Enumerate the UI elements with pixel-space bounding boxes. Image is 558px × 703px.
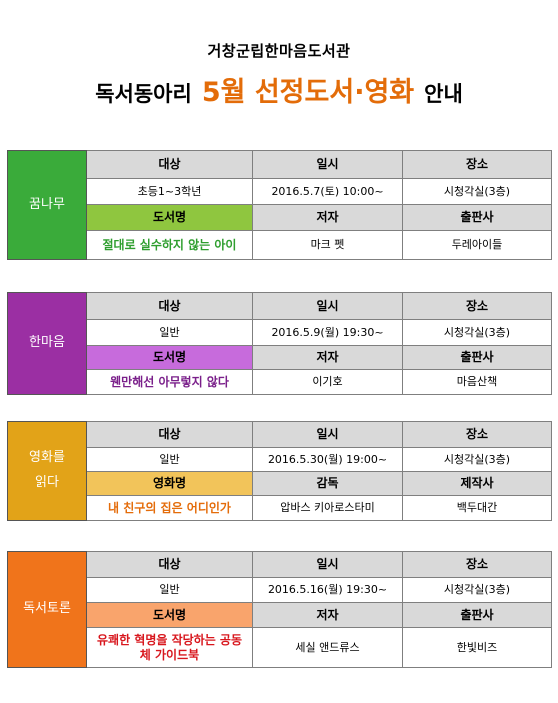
movie-title: 내 친구의 집은 어디인가 <box>86 495 253 521</box>
place-value: 시청각실(3층) <box>402 178 552 205</box>
header-place: 장소 <box>402 150 552 179</box>
header-place: 장소 <box>402 292 552 320</box>
book-title: 웬만해선 아무렇지 않다 <box>86 369 253 395</box>
title-suffix: 안내 <box>424 82 463 106</box>
page-title: 독서동아리 5월 선정도서·영화 안내 <box>0 70 558 109</box>
header-date: 일시 <box>252 292 403 320</box>
date-value: 2016.5.7(토) 10:00~ <box>252 178 403 205</box>
creator-value: 이기호 <box>252 369 403 395</box>
header-creator: 저자 <box>252 602 403 628</box>
title-prefix: 독서동아리 <box>95 82 192 106</box>
header-date: 일시 <box>252 150 403 179</box>
title-highlight: 5월 선정도서·영화 <box>201 77 415 108</box>
book-title: 유쾌한 혁명을 작당하는 공동체 가이드북 <box>86 627 253 668</box>
header-date: 일시 <box>252 421 403 448</box>
header-target: 대상 <box>86 150 253 179</box>
header-creator: 저자 <box>252 345 403 370</box>
header-creator: 감독 <box>252 471 403 496</box>
header-place: 장소 <box>402 421 552 448</box>
creator-value: 세실 앤드류스 <box>252 627 403 668</box>
place-value: 시청각실(3층) <box>402 577 552 603</box>
header-publisher: 출판사 <box>402 204 552 231</box>
header-title: 도서명 <box>86 602 253 628</box>
target-value: 일반 <box>86 577 253 603</box>
header-place: 장소 <box>402 551 552 578</box>
publisher-value: 마음산책 <box>402 369 552 395</box>
header-target: 대상 <box>86 421 253 448</box>
header-publisher: 출판사 <box>402 602 552 628</box>
section-label: 영화를 읽다 <box>7 421 87 521</box>
section-hanmaeum: 한마음 대상 일시 장소 일반 2016.5.9(월) 19:30~ 시청각실(… <box>7 292 552 395</box>
date-value: 2016.5.30(월) 19:00~ <box>252 447 403 472</box>
target-value: 초등1~3학년 <box>86 178 253 205</box>
section-kkumnamu: 꿈나무 대상 일시 장소 초등1~3학년 2016.5.7(토) 10:00~ … <box>7 150 552 260</box>
header-title: 도서명 <box>86 204 253 231</box>
section-label: 독서토론 <box>7 551 87 668</box>
section-label: 꿈나무 <box>7 150 87 260</box>
library-name: 거창군립한마음도서관 <box>207 42 351 60</box>
book-title: 절대로 실수하지 않는 아이 <box>86 230 253 260</box>
header-creator: 저자 <box>252 204 403 231</box>
header-target: 대상 <box>86 551 253 578</box>
publisher-value: 두레아이들 <box>402 230 552 260</box>
header-date: 일시 <box>252 551 403 578</box>
header-title: 영화명 <box>86 471 253 496</box>
creator-value: 압바스 키아로스타미 <box>252 495 403 521</box>
header-target: 대상 <box>86 292 253 320</box>
header-publisher: 제작사 <box>402 471 552 496</box>
place-value: 시청각실(3층) <box>402 319 552 346</box>
place-value: 시청각실(3층) <box>402 447 552 472</box>
date-value: 2016.5.16(월) 19:30~ <box>252 577 403 603</box>
target-value: 일반 <box>86 319 253 346</box>
date-value: 2016.5.9(월) 19:30~ <box>252 319 403 346</box>
section-label: 한마음 <box>7 292 87 395</box>
publisher-value: 한빛비즈 <box>402 627 552 668</box>
section-discussion: 독서토론 대상 일시 장소 일반 2016.5.16(월) 19:30~ 시청각… <box>7 551 552 668</box>
section-movie: 영화를 읽다 대상 일시 장소 일반 2016.5.30(월) 19:00~ 시청… <box>7 421 552 521</box>
publisher-value: 백두대간 <box>402 495 552 521</box>
creator-value: 마크 펫 <box>252 230 403 260</box>
header-title: 도서명 <box>86 345 253 370</box>
header-publisher: 출판사 <box>402 345 552 370</box>
target-value: 일반 <box>86 447 253 472</box>
